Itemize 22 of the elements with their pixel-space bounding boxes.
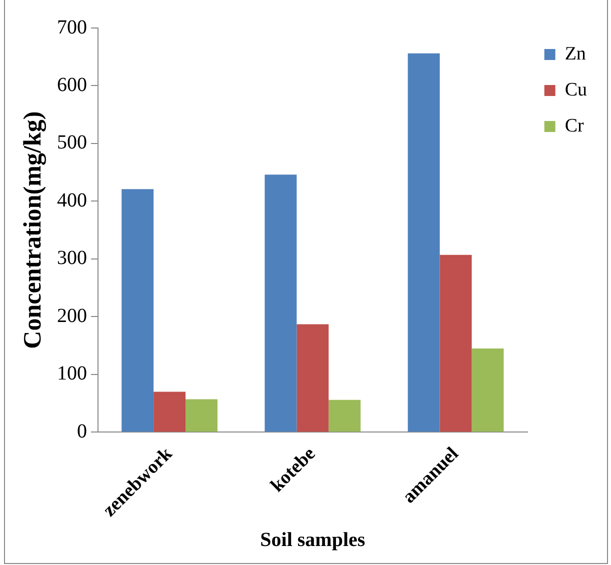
x-axis-title: Soil samples: [260, 529, 366, 552]
bar: [264, 174, 297, 432]
y-tick-label: 700: [57, 16, 87, 38]
y-axis-title: Concentration(mg/kg): [19, 111, 46, 349]
bar: [440, 254, 472, 432]
legend-label: Cr: [564, 115, 584, 136]
bar: [408, 53, 440, 432]
y-tick-label: 600: [57, 74, 87, 96]
y-tick-label: 500: [57, 132, 87, 154]
legend-label: Cu: [564, 79, 588, 100]
y-tick-label: 200: [57, 304, 87, 327]
bar: [328, 400, 361, 432]
bar: [296, 324, 329, 432]
bar: [186, 399, 218, 432]
y-tick-label: 400: [57, 189, 87, 212]
y-tick-label: 300: [57, 247, 87, 270]
bar: [122, 189, 154, 432]
bar: [154, 392, 186, 432]
y-tick-label: 0: [77, 420, 87, 442]
y-tick-label: 100: [57, 362, 87, 385]
bar: [472, 348, 504, 432]
legend-label: Zn: [564, 43, 586, 64]
